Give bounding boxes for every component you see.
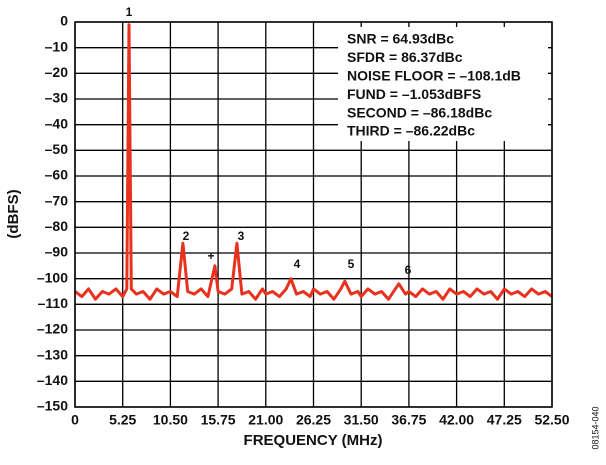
peak-annotation: +: [207, 249, 214, 263]
y-tick-label: –60: [45, 167, 69, 183]
x-tick-label: 26.25: [296, 412, 331, 428]
y-tick-label: –90: [45, 244, 69, 260]
stat-line: SNR = 64.93dBc: [347, 31, 454, 47]
stat-line: NOISE FLOOR = –108.1dB: [347, 68, 521, 84]
peak-annotation: 3: [238, 229, 245, 243]
stat-line: SECOND = –86.18dBc: [347, 104, 492, 120]
peak-annotation: 2: [183, 229, 190, 243]
plot-frame: [74, 21, 553, 408]
stat-line: SFDR = 86.37dBc: [347, 49, 463, 65]
x-tick-label: 42.00: [439, 412, 474, 428]
y-tick-label: –50: [45, 141, 69, 157]
x-tick-label: 0: [71, 412, 79, 428]
x-tick-label: 15.75: [201, 412, 236, 428]
x-tick-label: 31.50: [344, 412, 379, 428]
y-tick-label: –150: [37, 398, 68, 414]
y-tick-label: –100: [37, 269, 68, 285]
spectrum-line: [74, 23, 553, 301]
y-tick-label: –120: [37, 321, 68, 337]
y-tick-label: –30: [45, 90, 69, 106]
x-axis-label: FREQUENCY (MHz): [244, 432, 383, 449]
stats-box: [338, 27, 548, 141]
y-tick-label: –20: [45, 64, 69, 80]
x-tick-label: 10.50: [153, 412, 188, 428]
x-tick-label: 21.00: [248, 412, 283, 428]
figure-id: 08154-040: [590, 406, 600, 449]
peak-annotation: 4: [294, 257, 301, 271]
peak-annotation: 1: [126, 5, 133, 19]
y-tick-label: –110: [38, 295, 69, 311]
x-tick-label: 36.75: [391, 412, 426, 428]
x-tick-label: 5.25: [109, 412, 136, 428]
y-tick-label: –70: [45, 192, 69, 208]
y-tick-label: –140: [37, 372, 68, 388]
stat-line: THIRD = –86.22dBc: [347, 123, 475, 139]
y-axis-label: (dBFS): [5, 189, 22, 238]
y-tick-label: –80: [45, 218, 69, 234]
x-tick-label: 52.50: [534, 412, 569, 428]
y-tick-label: –40: [45, 115, 69, 131]
stat-line: FUND = –1.053dBFS: [347, 86, 481, 102]
y-tick-label: –130: [37, 346, 68, 362]
x-tick-label: 47.25: [487, 412, 522, 428]
y-tick-label: 0: [60, 13, 68, 29]
peak-annotation: 5: [348, 257, 355, 271]
peak-annotation: 6: [405, 263, 412, 277]
y-tick-label: –10: [45, 38, 69, 54]
